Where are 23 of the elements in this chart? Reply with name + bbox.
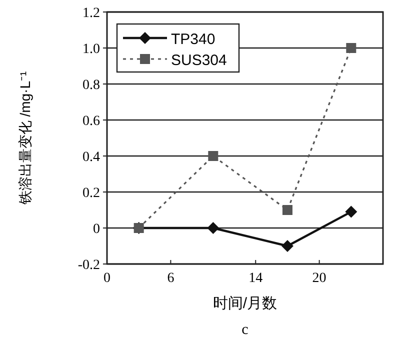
y-tick-label: 0.8 xyxy=(82,78,100,93)
point xyxy=(208,151,218,161)
y-tick-label: 1.2 xyxy=(82,6,100,21)
y-tick-label: 1.0 xyxy=(82,42,100,57)
y-tick-label: 0.6 xyxy=(82,114,100,129)
x-tick-label: 14 xyxy=(248,271,263,286)
x-tick-label: 20 xyxy=(312,271,326,286)
y-tick-label: 0 xyxy=(93,222,100,237)
legend-label: TP340 xyxy=(171,31,216,48)
legend-label: SUS304 xyxy=(171,52,227,69)
point xyxy=(207,222,220,234)
point xyxy=(282,205,292,215)
y-tick-label: 0.2 xyxy=(82,186,100,201)
y-tick-label: -0.2 xyxy=(78,258,100,273)
text: c xyxy=(242,322,249,338)
point xyxy=(281,240,294,252)
x-tick-label: 6 xyxy=(167,271,174,286)
x-axis-title: 时间/月数 xyxy=(212,295,278,312)
point xyxy=(346,43,356,53)
x-tick-label: 0 xyxy=(104,271,110,286)
y-tick-label: 0.4 xyxy=(82,150,100,165)
point xyxy=(345,206,358,218)
y-axis-title: 铁溶出量变化 /mg·L⁻¹ xyxy=(17,70,33,206)
